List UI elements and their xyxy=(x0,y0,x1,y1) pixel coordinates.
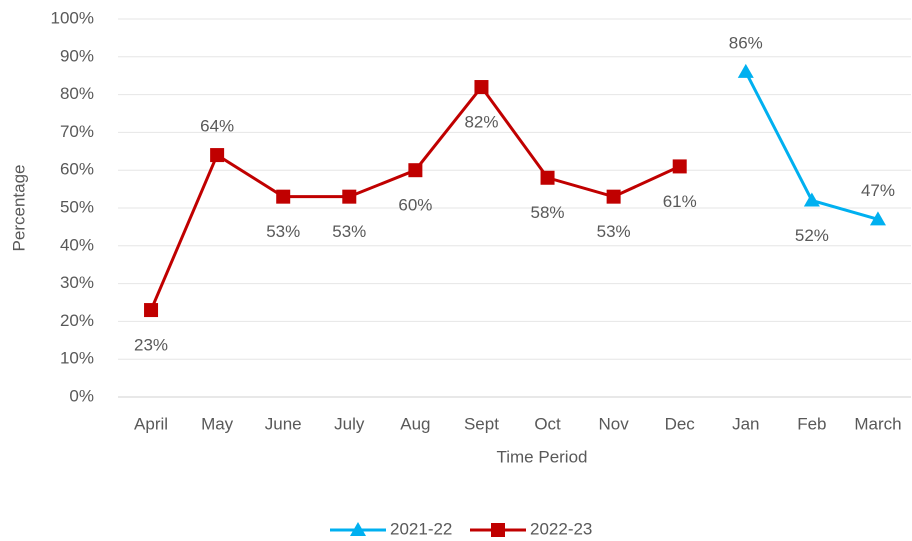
x-tick-label: May xyxy=(201,414,234,433)
data-label: 53% xyxy=(597,222,631,241)
marker xyxy=(606,189,621,204)
marker xyxy=(276,189,291,204)
data-label: 61% xyxy=(663,192,697,211)
data-label: 58% xyxy=(531,203,565,222)
marker xyxy=(144,303,159,318)
legend-label: 2022-23 xyxy=(530,519,592,538)
x-tick-label: Jan xyxy=(732,414,759,433)
data-label: 23% xyxy=(134,336,168,355)
x-tick-label: July xyxy=(334,414,365,433)
data-label: 60% xyxy=(398,196,432,215)
y-tick-label: 10% xyxy=(60,349,94,368)
legend-marker xyxy=(350,522,366,536)
x-tick-label: Oct xyxy=(534,414,561,433)
x-axis-title: Time Period xyxy=(496,447,587,466)
marker xyxy=(210,148,225,163)
x-tick-label: Sept xyxy=(464,414,499,433)
marker xyxy=(540,170,555,185)
y-tick-label: 50% xyxy=(60,197,94,216)
marker xyxy=(869,211,886,226)
x-tick-label: April xyxy=(134,414,168,433)
y-tick-label: 90% xyxy=(60,46,94,65)
data-label: 52% xyxy=(795,226,829,245)
data-label: 64% xyxy=(200,117,234,136)
data-label: 53% xyxy=(266,222,300,241)
x-tick-label: March xyxy=(854,414,901,433)
x-tick-label: June xyxy=(265,414,302,433)
marker xyxy=(672,159,687,174)
y-tick-label: 70% xyxy=(60,122,94,141)
y-tick-label: 40% xyxy=(60,235,94,254)
x-tick-label: Aug xyxy=(400,414,430,433)
data-label: 82% xyxy=(464,113,498,132)
x-tick-label: Dec xyxy=(665,414,696,433)
x-tick-label: Nov xyxy=(599,414,630,433)
data-label: 53% xyxy=(332,222,366,241)
marker xyxy=(803,192,820,207)
marker xyxy=(474,80,489,95)
marker xyxy=(342,189,357,204)
y-tick-label: 100% xyxy=(51,8,94,27)
marker xyxy=(408,163,423,178)
y-tick-label: 20% xyxy=(60,311,94,330)
y-tick-label: 60% xyxy=(60,160,94,179)
legend-label: 2021-22 xyxy=(390,519,452,538)
y-axis-title: Percentage xyxy=(9,165,28,252)
y-tick-label: 80% xyxy=(60,84,94,103)
marker xyxy=(737,63,754,78)
y-tick-label: 30% xyxy=(60,273,94,292)
x-tick-label: Feb xyxy=(797,414,826,433)
y-tick-label: 0% xyxy=(69,386,94,405)
data-label: 47% xyxy=(861,181,895,200)
legend-marker xyxy=(491,523,505,537)
data-label: 86% xyxy=(729,33,763,52)
